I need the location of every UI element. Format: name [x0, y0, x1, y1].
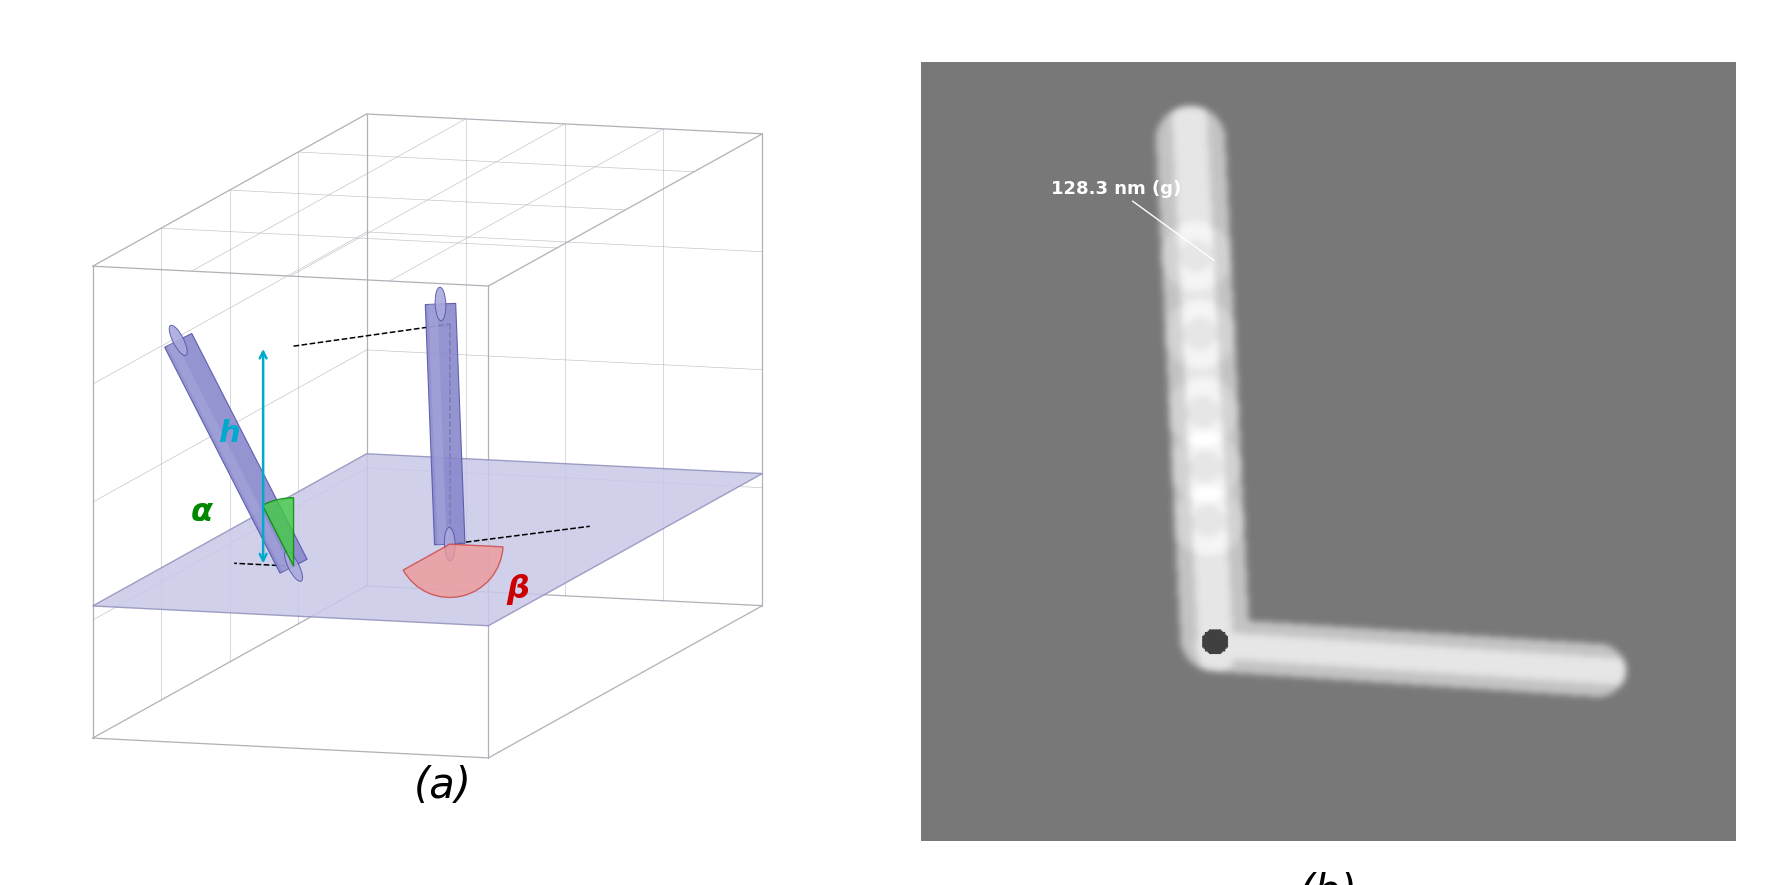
Ellipse shape	[170, 326, 188, 356]
Text: β: β	[507, 574, 530, 605]
Wedge shape	[404, 544, 503, 597]
Polygon shape	[168, 342, 290, 572]
Polygon shape	[165, 334, 306, 573]
Wedge shape	[262, 497, 294, 566]
Text: α: α	[191, 497, 213, 528]
Text: (b): (b)	[1298, 872, 1358, 885]
Text: 128.3 nm (g): 128.3 nm (g)	[1052, 181, 1215, 260]
Text: h: h	[218, 419, 241, 448]
Polygon shape	[92, 454, 762, 626]
Polygon shape	[425, 304, 466, 545]
Text: (a): (a)	[414, 765, 471, 806]
Ellipse shape	[436, 288, 446, 320]
Ellipse shape	[445, 527, 455, 561]
Ellipse shape	[285, 551, 303, 581]
Polygon shape	[429, 304, 446, 544]
